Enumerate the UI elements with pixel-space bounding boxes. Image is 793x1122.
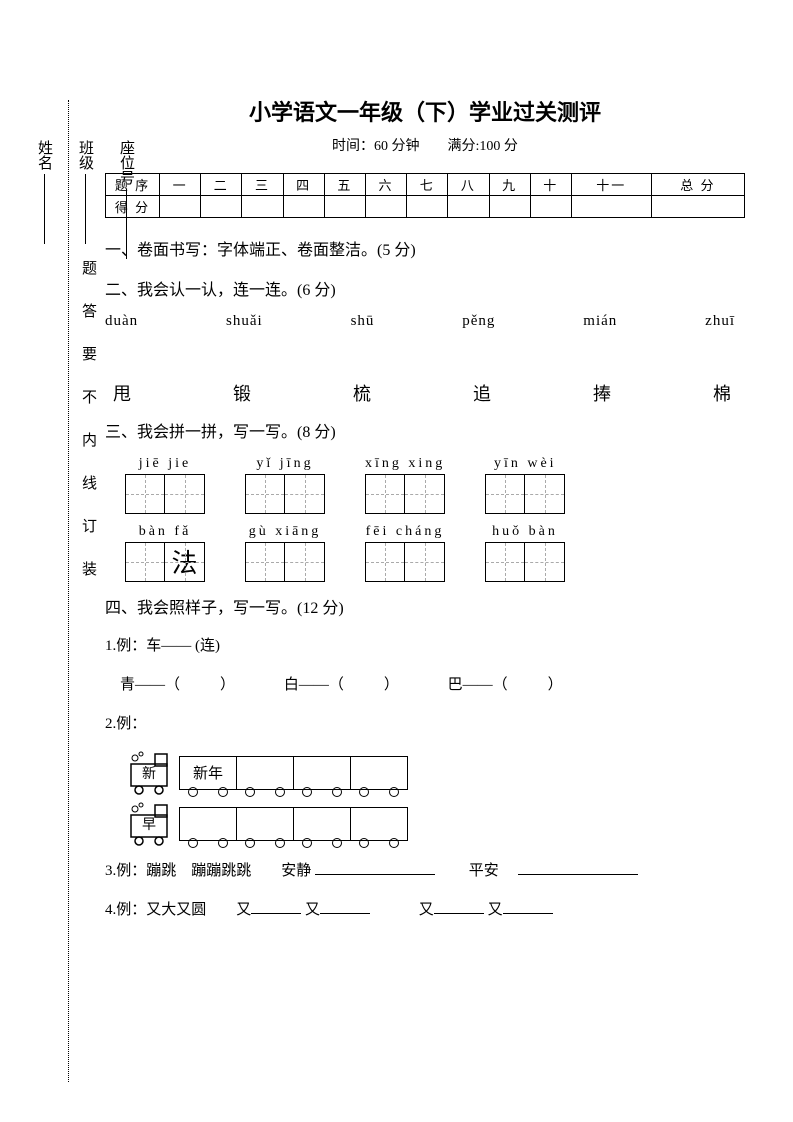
tianzi-cell[interactable] (525, 542, 565, 582)
train-engine-icon: 新 (125, 750, 180, 795)
page-subtitle: 时间：60 分钟 满分:100 分 (105, 135, 745, 155)
q2-pinyin-row: duàn shuǎi shū pěng mián zhuī (105, 313, 745, 330)
q4-1-items: 青——（） 白——（） 巴——（） (105, 672, 745, 699)
blank[interactable] (503, 899, 553, 914)
header-label: 题 序 (106, 174, 160, 196)
tianzi-cell[interactable] (165, 474, 205, 514)
tianzi-cell[interactable] (365, 542, 405, 582)
tianzi-cell[interactable] (485, 542, 525, 582)
blank[interactable] (251, 899, 301, 914)
q3-row1: jiē jie yǐ jīng xīng xing yīn wèi (125, 456, 745, 514)
q4-1-example: 1.例：车—— (连) (105, 633, 745, 660)
tianzi-cell[interactable]: 法 (165, 542, 205, 582)
train-car[interactable] (236, 756, 294, 790)
section-1: 一、卷面书写：字体端正、卷面整洁。(5 分) (105, 238, 745, 264)
train-example: 新 新年 (125, 750, 745, 795)
train-car[interactable] (293, 756, 351, 790)
blank[interactable] (518, 860, 638, 875)
train-car[interactable] (293, 807, 351, 841)
q4-2-label: 2.例： (105, 711, 745, 738)
blank[interactable] (320, 899, 370, 914)
tianzi-cell[interactable] (125, 542, 165, 582)
train-car[interactable] (350, 807, 408, 841)
tianzi-cell[interactable] (405, 542, 445, 582)
page-content: 小学语文一年级（下）学业过关测评 时间：60 分钟 满分:100 分 题 序 一… (105, 95, 745, 936)
score-label: 得 分 (106, 196, 160, 218)
tianzi-cell[interactable] (245, 542, 285, 582)
q4-4: 4.例：又大又圆 又 又 又 又 (105, 897, 745, 924)
train-question: 早 (125, 801, 745, 846)
tianzi-cell[interactable] (125, 474, 165, 514)
name-line (44, 174, 45, 244)
blank[interactable] (315, 860, 435, 875)
page-title: 小学语文一年级（下）学业过关测评 (105, 95, 745, 127)
class-line (85, 174, 86, 244)
section-2: 二、我会认一认，连一连。(6 分) (105, 278, 745, 304)
tianzi-cell[interactable] (245, 474, 285, 514)
train-car[interactable] (236, 807, 294, 841)
tianzi-cell[interactable] (405, 474, 445, 514)
train-car[interactable] (350, 756, 408, 790)
q2-hanzi-row: 甩 锻 梳 追 捧 棉 (105, 380, 745, 406)
train-car: 新年 (179, 756, 237, 790)
table-row: 题 序 一 二 三 四 五 六 七 八 九 十 十一 总 分 (106, 174, 745, 196)
svg-text:早: 早 (142, 818, 156, 833)
svg-text:新: 新 (142, 766, 156, 782)
class-label: 班级 (75, 140, 96, 170)
train-car[interactable] (179, 807, 237, 841)
tianzi-cell[interactable] (485, 474, 525, 514)
table-row: 得 分 (106, 196, 745, 218)
tianzi-cell[interactable] (285, 542, 325, 582)
tianzi-cell[interactable] (525, 474, 565, 514)
tianzi-cell[interactable] (285, 474, 325, 514)
blank[interactable] (434, 899, 484, 914)
name-label: 姓名 (34, 140, 55, 170)
train-engine-icon: 早 (125, 801, 180, 846)
q4-3: 3.例：蹦跳 蹦蹦跳跳 安静 平安 (105, 858, 745, 885)
tianzi-cell[interactable] (365, 474, 405, 514)
section-4: 四、我会照样子，写一写。(12 分) (105, 596, 745, 622)
score-table: 题 序 一 二 三 四 五 六 七 八 九 十 十一 总 分 得 分 (105, 173, 745, 218)
section-3: 三、我会拼一拼，写一写。(8 分) (105, 420, 745, 446)
q3-row2: bàn fǎ 法 gù xiāng fēi cháng huǒ bàn (125, 524, 745, 582)
